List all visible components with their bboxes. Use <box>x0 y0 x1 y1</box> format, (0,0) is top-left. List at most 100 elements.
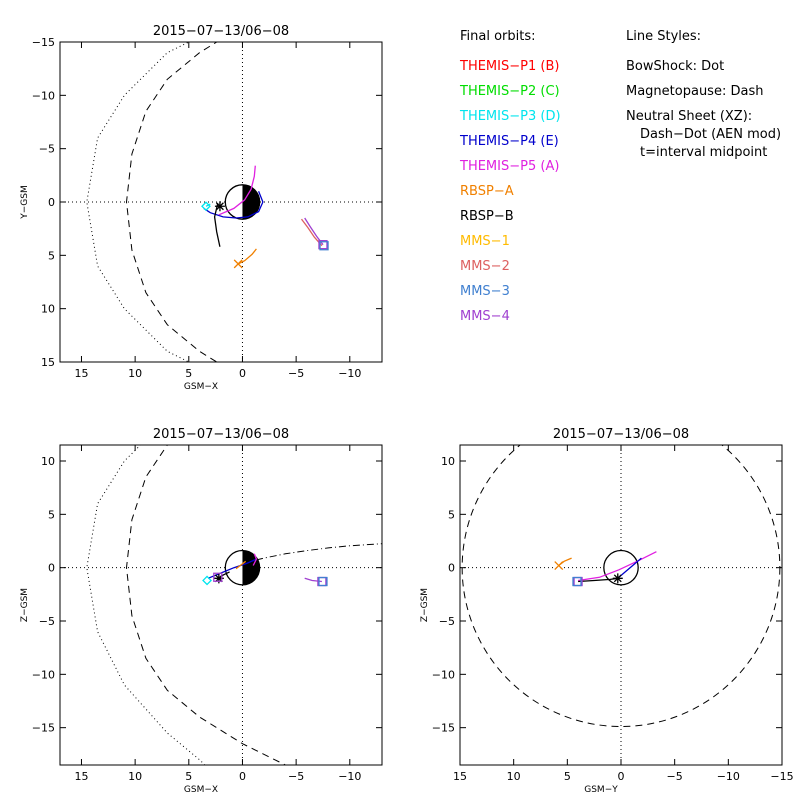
y-tick-label: −15 <box>432 722 455 735</box>
position-marker <box>213 573 224 584</box>
y-axis-label: Z−GSM <box>420 588 430 622</box>
y-tick-label: 10 <box>41 455 55 468</box>
x-tick-label: 0 <box>618 770 625 783</box>
position-marker <box>319 241 329 251</box>
orbit-trace <box>218 165 256 216</box>
y-tick-label: −10 <box>32 668 55 681</box>
yz-plane-chart: 2015−07−13/06−08 15 10 5 0 −5 −10 −15 −15 −10 −5 0 5… <box>420 427 794 795</box>
chart-title: 2015−07−13/06−08 <box>153 427 289 442</box>
legend-entry: MMS−4 <box>460 309 510 324</box>
y-tick-label: 0 <box>48 196 55 209</box>
position-marker <box>201 201 211 212</box>
line-style-item: t=interval midpoint <box>640 145 767 160</box>
y-tick-label: −10 <box>432 668 455 681</box>
line-style-item: BowShock: Dot <box>626 59 724 74</box>
y-axis-label: Y−GSM <box>20 185 30 220</box>
y-tick-label: 10 <box>41 303 55 316</box>
y-tick-label: −5 <box>439 615 455 628</box>
legend-heading: Final orbits: <box>460 29 536 44</box>
y-tick-label: 0 <box>48 562 55 575</box>
chart-title: 2015−07−13/06−08 <box>553 427 689 442</box>
y-tick-label: −10 <box>32 89 55 102</box>
earth-night-side <box>242 184 260 220</box>
x-tick-label: −10 <box>338 770 361 783</box>
xz-plane-chart: 2015−07−13/06−08 15 10 5 0 −5 −10 −15 −10 −5 0 5 10 G… <box>20 427 383 795</box>
x-tick-label: 15 <box>74 770 88 783</box>
position-marker <box>214 201 225 212</box>
legend-entry: THEMIS−P3 (D) <box>459 109 561 124</box>
orbit-trace <box>237 248 257 265</box>
position-marker <box>318 576 328 587</box>
xy-plane-chart: 2015−07−13/06−08 15 10 5 0 −5 −10 −15 −10 −5 0 5 10 1… <box>20 24 383 392</box>
legend-entry: THEMIS−P1 (B) <box>459 59 559 74</box>
orbit-trace <box>203 191 264 219</box>
position-marker <box>554 561 564 570</box>
y-tick-label: 5 <box>48 508 55 521</box>
x-tick-label: 10 <box>128 367 142 380</box>
x-axis-label: GSM−X <box>184 382 218 392</box>
x-tick-label: −5 <box>667 770 683 783</box>
y-tick-label: 0 <box>448 562 455 575</box>
line-style-item: Dash−Dot (AEN mod) <box>640 127 781 142</box>
x-tick-label: 0 <box>239 367 246 380</box>
x-tick-label: 10 <box>128 770 142 783</box>
orbit-trace <box>235 560 247 570</box>
x-axis-label: GSM−X <box>184 785 218 795</box>
y-tick-label: 5 <box>448 508 455 521</box>
neutral-sheet-boundary <box>242 543 382 564</box>
y-tick-label: −5 <box>39 615 55 628</box>
x-tick-label: 15 <box>453 770 467 783</box>
x-tick-label: 5 <box>185 770 192 783</box>
legend-entry: RBSP−B <box>460 209 514 224</box>
orbit-trace <box>578 551 657 582</box>
earth-night-side <box>242 550 260 585</box>
earth-icon <box>603 549 639 586</box>
y-tick-label: 5 <box>48 249 55 262</box>
line-style-item: Neutral Sheet (XZ): <box>626 109 752 124</box>
y-tick-label: −5 <box>39 143 55 156</box>
position-marker <box>202 575 212 586</box>
x-tick-label: 5 <box>564 770 571 783</box>
position-marker <box>233 259 243 269</box>
position-marker <box>213 572 223 582</box>
x-axis-label: GSM−Y <box>584 785 618 795</box>
magnetopause-boundary <box>125 445 287 765</box>
orbit-trace <box>207 558 257 579</box>
x-tick-label: −5 <box>288 367 304 380</box>
y-tick-label: −15 <box>32 722 55 735</box>
plot-frame <box>59 444 383 766</box>
y-tick-label: 10 <box>441 455 455 468</box>
orbit-trace <box>300 218 323 247</box>
orbit-trace <box>618 557 642 578</box>
line-styles-heading: Line Styles: <box>626 29 701 44</box>
y-tick-label: −15 <box>32 36 55 49</box>
x-tick-label: 10 <box>507 770 521 783</box>
legend-entry: THEMIS−P5 (A) <box>459 159 559 174</box>
legend-entry: THEMIS−P4 (E) <box>459 134 559 149</box>
position-marker <box>318 240 328 250</box>
line-styles-legend: Line Styles: BowShock: Dot Magnetopause:… <box>626 29 781 160</box>
x-tick-label: 0 <box>239 770 246 783</box>
magnetopause-boundary <box>125 42 218 362</box>
y-axis-label: Z−GSM <box>20 588 30 622</box>
legend-entry: THEMIS−P2 (C) <box>459 84 560 99</box>
orbit-trace <box>252 553 258 566</box>
chart-title: 2015−07−13/06−08 <box>153 24 289 39</box>
legend-entry: RBSP−A <box>460 184 514 199</box>
x-tick-label: −15 <box>770 770 793 783</box>
final-orbits-legend: Final orbits: THEMIS−P1 (B) THEMIS−P2 (C… <box>459 29 561 324</box>
x-tick-label: 5 <box>185 367 192 380</box>
line-style-item: Magnetopause: Dash <box>626 84 763 99</box>
orbit-trace <box>213 202 221 247</box>
legend-entry: MMS−3 <box>460 284 510 299</box>
y-tick-label: 15 <box>41 356 55 369</box>
legend-entry: MMS−1 <box>460 234 510 249</box>
x-tick-label: −10 <box>338 367 361 380</box>
x-tick-label: −5 <box>288 770 304 783</box>
x-tick-label: −10 <box>717 770 740 783</box>
position-marker <box>612 573 623 584</box>
legend-entry: MMS−2 <box>460 259 510 274</box>
position-marker <box>572 576 582 587</box>
x-tick-label: 15 <box>74 367 88 380</box>
